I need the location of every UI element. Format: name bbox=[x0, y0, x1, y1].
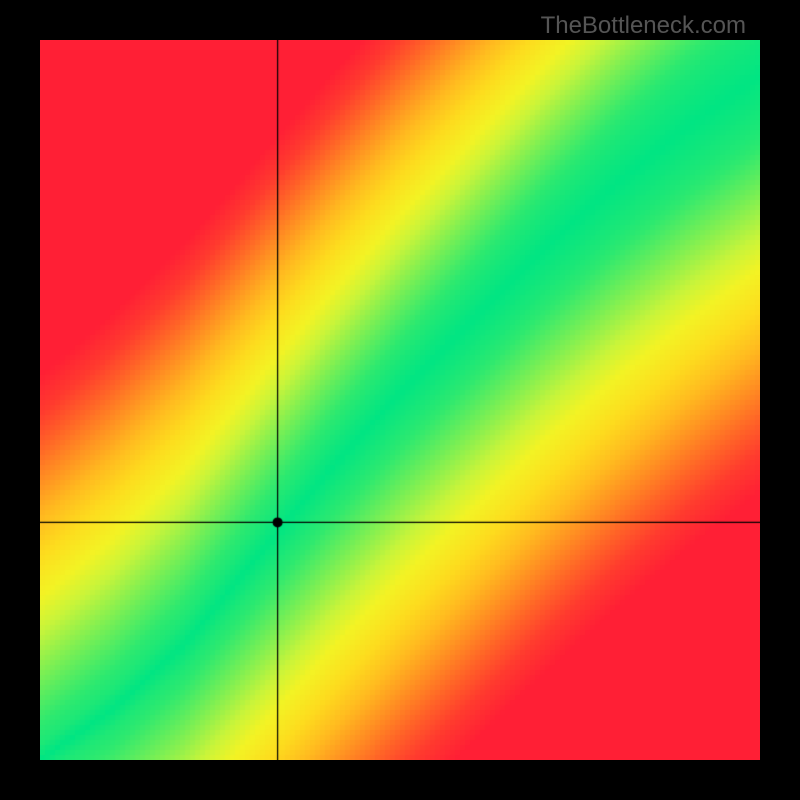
watermark-text: TheBottleneck.com bbox=[541, 12, 746, 40]
bottleneck-heatmap bbox=[40, 40, 760, 760]
chart-container: { "watermark": { "text": "TheBottleneck.… bbox=[0, 0, 800, 800]
